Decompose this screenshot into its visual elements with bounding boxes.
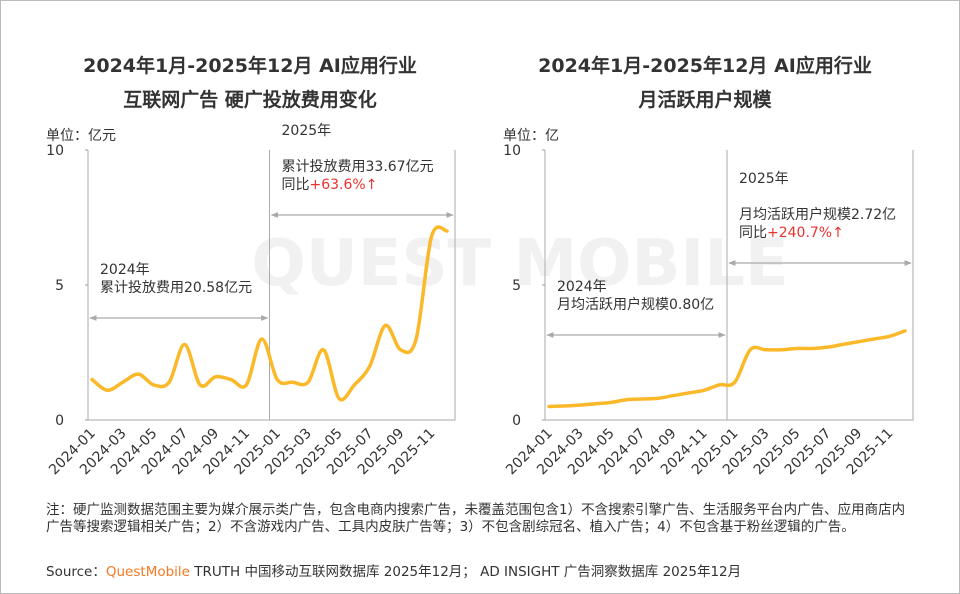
annotation-year: 2025年 (739, 171, 789, 187)
annotation-year: 2024年 (557, 279, 607, 295)
y-tick-label: 10 (46, 143, 64, 159)
yoy-label: 同比 (739, 225, 767, 241)
yoy-label: 同比 (282, 177, 310, 193)
source-label: Source： (46, 564, 106, 580)
y-tick-label: 5 (55, 278, 64, 294)
y-tick-label: 0 (55, 413, 64, 429)
annotation-year: 2024年 (100, 262, 150, 278)
note: 注：硬广监测数据范围主要为媒介展示类广告，包含电商内搜索广告，未覆盖范围包含1）… (46, 502, 906, 535)
annotation-text: 月均活跃用户规模2.72亿 (739, 206, 896, 223)
data-line (90, 225, 449, 402)
annotation-yoy: 同比+240.7%↑ (739, 225, 844, 241)
yoy-value: +240.7%↑ (767, 225, 844, 241)
y-tick-label: 10 (503, 143, 521, 159)
source: Source：QuestMobile TRUTH 中国移动互联网数据库 2025… (46, 560, 741, 580)
watermark: QUEST MOBILE (251, 227, 788, 301)
axis-frame (544, 150, 914, 421)
annotation-text: 累计投放费用20.58亿元 (100, 280, 252, 296)
chart-subtitle: 互联网广告 硬广投放费用变化 (123, 88, 377, 111)
annotation-yoy: 同比+63.6%↑ (282, 177, 378, 193)
annotation-text: 月均活跃用户规模0.80亿 (557, 296, 714, 313)
unit-label: 单位：亿元 (46, 128, 116, 144)
chart-subtitle: 月活跃用户规模 (637, 88, 772, 111)
y-tick-label: 5 (512, 278, 521, 294)
annotation-year: 2025年 (282, 123, 332, 139)
yoy-value: +63.6%↑ (310, 177, 378, 193)
annotation-text: 累计投放费用33.67亿元 (282, 159, 434, 175)
y-tick-label: 0 (512, 413, 521, 429)
axis-frame (87, 150, 456, 421)
source-brand: QuestMobile (105, 564, 190, 580)
source-text: TRUTH 中国移动互联网数据库 2025年12月； AD INSIGHT 广告… (189, 564, 742, 580)
chart-title: 2024年1月-2025年12月 AI应用行业 (83, 54, 417, 77)
data-line (547, 329, 907, 409)
chart-title: 2024年1月-2025年12月 AI应用行业 (538, 54, 872, 77)
unit-label: 单位：亿 (503, 128, 559, 144)
